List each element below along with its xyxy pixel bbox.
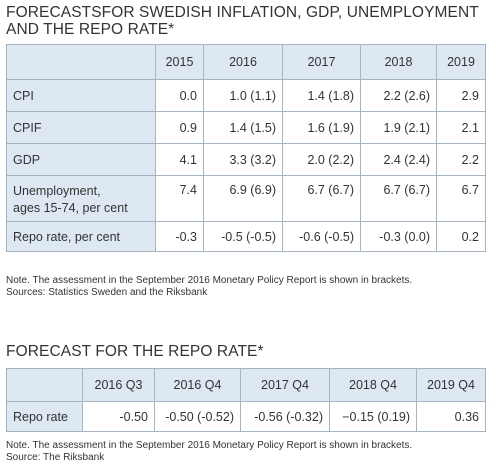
period-header: 2017 Q4 [240, 368, 330, 402]
row-label-line1: Unemployment, [13, 184, 101, 198]
row-label: GDP [6, 143, 156, 176]
table-cell: -0.50 [82, 401, 155, 432]
year-header: 2015 [155, 44, 204, 80]
year-header: 2016 [203, 44, 283, 80]
table-row-cpif: CPIF 0.9 1.4 (1.5) 1.6 (1.9) 1.9 (2.1) 2… [6, 111, 486, 144]
table-row-cpi: CPI 0.0 1.0 (1.1) 1.4 (1.8) 2.2 (2.6) 2.… [6, 79, 486, 112]
table-cell: -0.56 (-0.32) [240, 401, 330, 432]
table-cell: 1.4 (1.8) [282, 79, 361, 112]
table-row-repo-rate: Repo rate -0.50 -0.50 (-0.52) -0.56 (-0.… [6, 401, 486, 432]
forecasts-title-line1: FORECASTSFOR SWEDISH INFLATION, GDP, UNE… [6, 4, 479, 21]
table-cell: -0.5 (-0.5) [203, 221, 283, 252]
table-cell: 2.9 [436, 79, 486, 112]
row-label: CPI [6, 79, 156, 112]
forecasts-table: 2015 2016 2017 2018 2019 CPI 0.0 1.0 (1.… [6, 44, 486, 252]
period-header: 2016 Q4 [154, 368, 241, 402]
repo-forecast-table: 2016 Q3 2016 Q4 2017 Q4 2018 Q4 2019 Q4 … [6, 368, 486, 432]
table-cell: -0.50 (-0.52) [154, 401, 241, 432]
table-cell: 1.6 (1.9) [282, 111, 361, 144]
forecasts-title-line2: AND THE REPO RATE* [6, 21, 175, 38]
table-cell: 6.7 (6.7) [282, 175, 361, 222]
repo-forecast-note: Note. The assessment in the September 20… [6, 440, 412, 463]
table-cell: 2.2 [436, 143, 486, 176]
table-cell: −0.15 (0.19) [329, 401, 417, 432]
table-cell: 6.9 (6.9) [203, 175, 283, 222]
table-cell: 0.2 [436, 221, 486, 252]
table-row-repo-rate: Repo rate, per cent -0.3 -0.5 (-0.5) -0.… [6, 221, 486, 252]
table-cell: 2.4 (2.4) [360, 143, 437, 176]
table-cell: 1.4 (1.5) [203, 111, 283, 144]
table-row-gdp: GDP 4.1 3.3 (3.2) 2.0 (2.2) 2.4 (2.4) 2.… [6, 143, 486, 176]
year-header: 2019 [436, 44, 486, 80]
table-cell: -0.3 (0.0) [360, 221, 437, 252]
table-row-unemployment: Unemployment, ages 15-74, per cent 7.4 6.… [6, 175, 486, 222]
source-text: Source: The Riksbank [6, 451, 105, 463]
table-cell: -0.3 [155, 221, 204, 252]
table-cell: -0.6 (-0.5) [282, 221, 361, 252]
table-cell: 6.7 [436, 175, 486, 222]
note-text: Note. The assessment in the September 20… [6, 440, 413, 451]
forecasts-title: FORECASTSFOR SWEDISH INFLATION, GDP, UNE… [6, 4, 486, 38]
row-label: Repo rate [6, 401, 83, 432]
year-header: 2018 [360, 44, 437, 80]
repo-forecast-title: FORECAST FOR THE REPO RATE* [6, 343, 264, 360]
header-row: 2016 Q3 2016 Q4 2017 Q4 2018 Q4 2019 Q4 [6, 368, 486, 402]
corner-cell [6, 368, 83, 402]
forecasts-note: Note. The assessment in the September 20… [6, 275, 412, 298]
corner-cell [6, 44, 156, 80]
table-cell: 2.1 [436, 111, 486, 144]
table-cell: 2.2 (2.6) [360, 79, 437, 112]
sources-text: Sources: Statistics Sweden and the Riksb… [6, 286, 208, 298]
row-label: Unemployment, ages 15-74, per cent [6, 175, 156, 222]
table-cell: 7.4 [155, 175, 204, 222]
period-header: 2018 Q4 [329, 368, 417, 402]
year-header: 2017 [282, 44, 361, 80]
period-header: 2019 Q4 [416, 368, 486, 402]
header-row: 2015 2016 2017 2018 2019 [6, 44, 486, 80]
note-text: Note. The assessment in the September 20… [6, 275, 413, 286]
period-header: 2016 Q3 [82, 368, 155, 402]
table-cell: 4.1 [155, 143, 204, 176]
row-label-line2: ages 15-74, per cent [13, 201, 128, 215]
table-cell: 0.9 [155, 111, 204, 144]
table-cell: 6.7 (6.7) [360, 175, 437, 222]
row-label: Repo rate, per cent [6, 221, 156, 252]
table-cell: 0.36 [416, 401, 486, 432]
table-cell: 2.0 (2.2) [282, 143, 361, 176]
row-label: CPIF [6, 111, 156, 144]
table-cell: 3.3 (3.2) [203, 143, 283, 176]
table-cell: 1.9 (2.1) [360, 111, 437, 144]
table-cell: 0.0 [155, 79, 204, 112]
table-cell: 1.0 (1.1) [203, 79, 283, 112]
